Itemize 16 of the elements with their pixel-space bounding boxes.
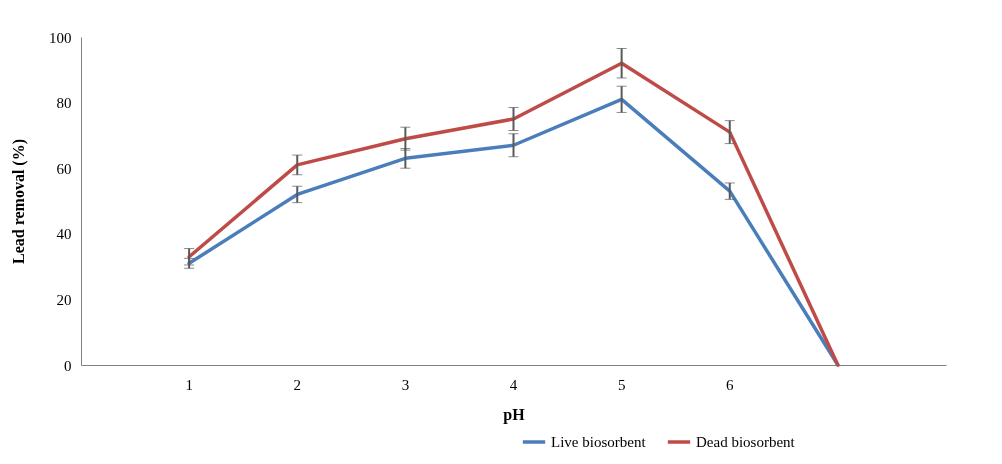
legend-label: Live biosorbent — [551, 434, 647, 450]
x-tick-label: 4 — [509, 376, 518, 393]
x-axis-title: pH — [503, 405, 526, 424]
y-tick-label: 0 — [64, 357, 72, 374]
y-tick-label: 80 — [56, 95, 72, 112]
x-tick-label: 1 — [185, 376, 193, 393]
x-tick-label: 6 — [726, 376, 734, 393]
x-tick-label: 5 — [617, 376, 626, 393]
y-tick-label: 100 — [49, 29, 72, 46]
y-tick-label: 40 — [56, 226, 72, 243]
legend-label: Dead biosorbent — [696, 434, 796, 450]
x-tick-label: 2 — [293, 376, 301, 393]
y-tick-label: 20 — [56, 291, 72, 308]
y-tick-label: 60 — [56, 160, 72, 177]
x-tick-label: 3 — [401, 376, 410, 393]
y-axis-title: Lead removal (%) — [10, 138, 28, 265]
